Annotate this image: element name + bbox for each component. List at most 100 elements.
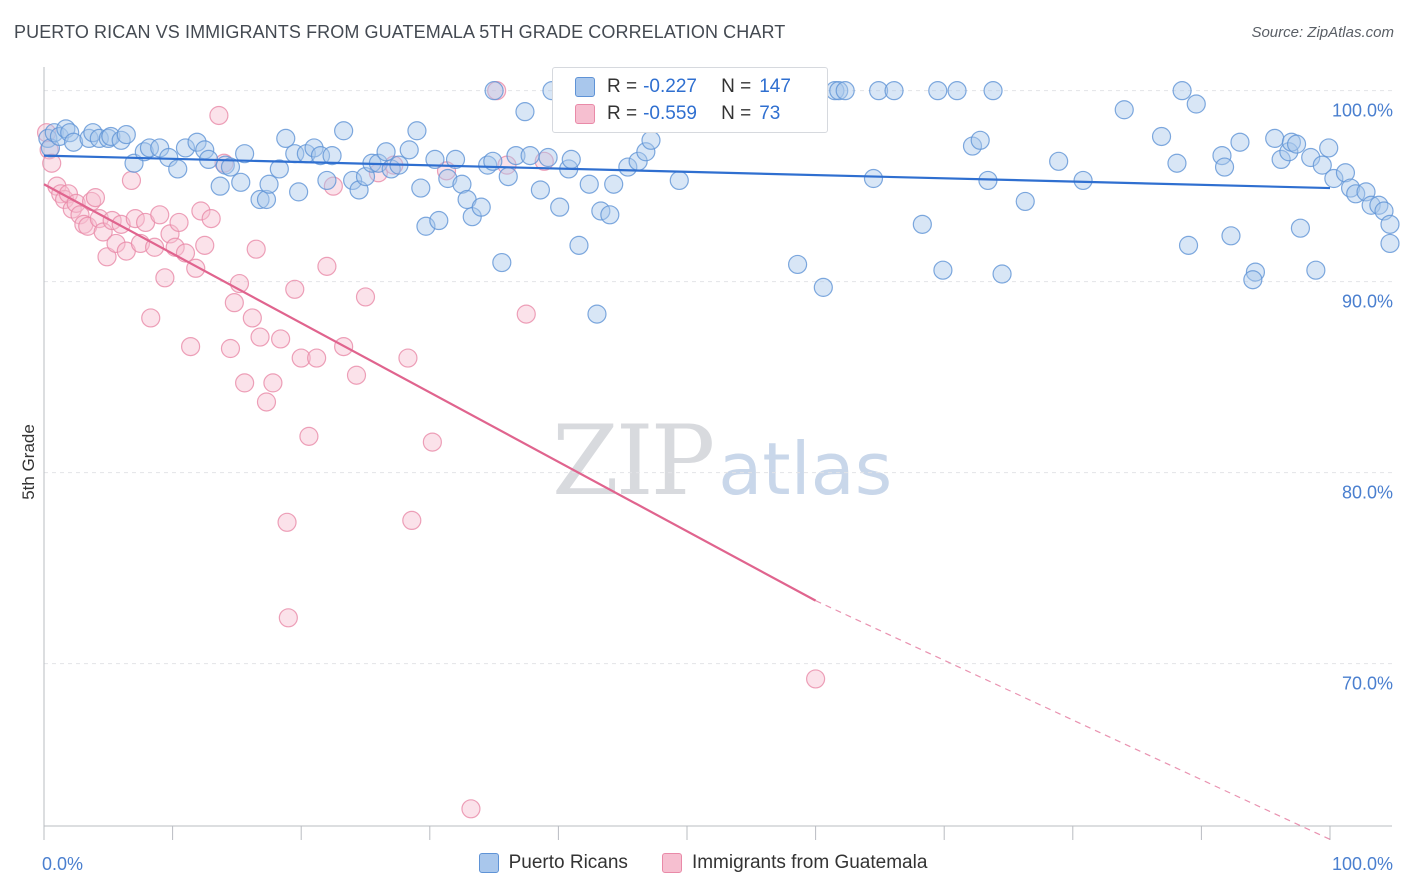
tick-labels: 100.0% 90.0% 80.0% 70.0% 0.0% 100.0% [42,101,1393,874]
legend-swatch-pink [575,104,595,124]
guatemala-point [150,205,170,225]
trend-line-guatemala [43,183,817,602]
puerto-rican-point [484,81,504,101]
puerto-rican-point [322,145,342,166]
puerto-rican-point [1214,157,1235,177]
legend-item-puerto-ricans: Puerto Ricans [478,852,628,874]
puerto-rican-point [813,277,833,297]
guatemala-point [277,512,297,532]
puerto-rican-point [1172,81,1192,101]
puerto-rican-point [569,235,589,255]
chart-source: Source: ZipAtlas.com [1251,24,1394,41]
puerto-rican-point [411,178,431,198]
puerto-rican-point [317,170,337,191]
puerto-rican-point [1049,151,1069,171]
guatemala-point [263,373,283,393]
guatemala-point [209,105,229,126]
guatemala-point [175,243,196,263]
legend-n-value: 73 [759,103,781,124]
y-axis-label: 5th Grade [19,424,38,500]
guatemala-point [85,188,106,208]
puerto-rican-point [407,121,427,141]
puerto-rican-point [60,123,80,143]
guatemala-point [402,510,422,531]
puerto-rican-point [1286,134,1307,154]
guatemala-point [42,153,62,173]
puerto-rican-point [139,138,160,158]
trend-line-puerto-rican [43,154,1331,190]
puerto-rican-point [310,145,331,166]
puerto-rican-point [1212,145,1232,166]
y-tick-label: 80.0% [1342,483,1393,503]
puerto-rican-point [250,189,270,210]
guatemala-point [291,348,311,368]
puerto-rican-point [962,136,983,156]
puerto-rican-point [928,81,948,101]
guatemala-point [307,348,327,368]
puerto-rican-point [1243,270,1263,290]
puerto-rican-point [835,81,855,101]
puerto-rican-point [933,260,953,280]
puerto-rican-point [1230,132,1250,152]
guatemala-point [220,338,241,359]
puerto-rican-point [1151,126,1172,147]
guatemala-point [191,201,211,221]
legend-label: Puerto Ricans [508,852,628,873]
guatemala-point [195,235,215,255]
puerto-rican-point [101,126,121,147]
puerto-rican-point [498,167,518,187]
puerto-rican-point [1301,147,1321,168]
puerto-rican-point [304,138,324,158]
puerto-rican-point [829,81,849,101]
puerto-rican-point [1245,262,1266,282]
puerto-rican-point [1324,168,1344,189]
guatemala-point [285,279,305,299]
legend-label: Immigrants from Guatemala [691,852,928,873]
puerto-rican-point [231,172,251,192]
puerto-rican-point [168,159,188,179]
puerto-rican-point [884,81,904,101]
guatemala-point [422,432,442,452]
guatemala-point [224,293,244,313]
watermark-zip: ZIP [552,405,715,517]
puerto-rican-point [235,144,255,164]
guatemala-point [144,237,165,257]
guatemala-point [181,336,201,357]
guatemala-point [805,669,826,689]
puerto-rican-point [452,174,472,194]
series-legend: Puerto Ricans Immigrants from Guatemala [0,852,1406,874]
guatemala-point [121,170,142,191]
puerto-rican-point [983,81,1003,101]
guatemala-point [534,151,554,171]
puerto-rican-point [992,264,1012,284]
guatemala-point [235,373,255,393]
puerto-rican-point [1312,155,1332,175]
puerto-rican-point [618,157,638,177]
puerto-rican-point [787,254,808,275]
legend-row-guatemala: R = -0.559 N = 73 [575,101,780,127]
puerto-rican-point [49,126,70,147]
puerto-rican-point [399,140,419,160]
puerto-rican-point [63,132,84,152]
puerto-rican-point [669,170,689,191]
puerto-rican-point [1290,218,1311,238]
legend-item-guatemala: Immigrants from Guatemala [661,852,928,874]
guatemala-point [106,233,126,254]
guatemala-point [169,212,189,233]
guatemala-point [250,327,270,347]
x-tick-label: 0.0% [42,854,83,874]
y-tick-label: 70.0% [1342,674,1393,694]
puerto-rican-point [425,149,445,170]
guatemala-point [317,256,337,276]
puerto-rican-point [256,189,277,210]
puerto-rican-point [187,132,207,152]
puerto-rican-point [471,197,491,217]
guatemala-point [242,308,262,328]
guatemala-point [461,799,481,819]
puerto-rican-point [1335,163,1356,183]
puerto-rican-point [869,81,889,101]
puerto-rican-point [587,304,607,324]
x-tick-label: 100.0% [1332,854,1393,874]
puerto-rican-point [289,182,309,202]
